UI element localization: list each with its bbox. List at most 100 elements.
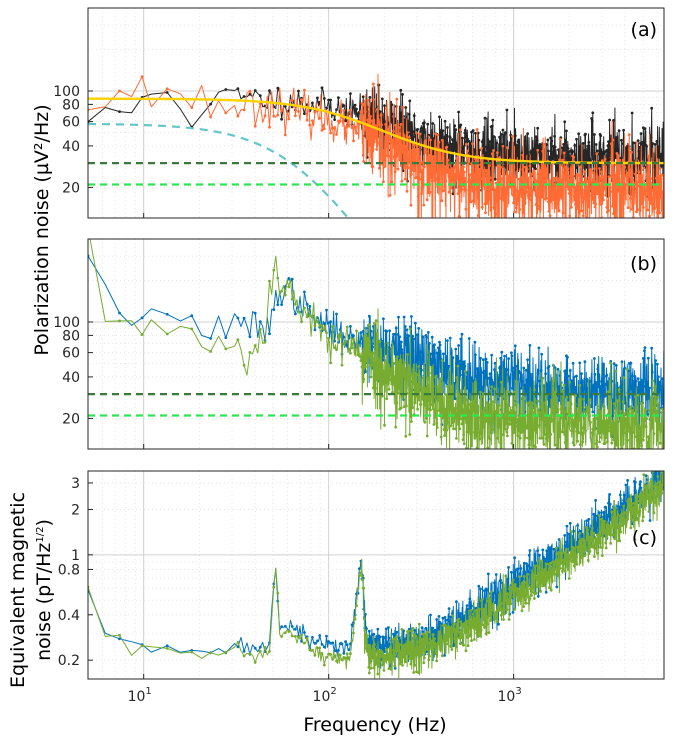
data-point [478,437,482,441]
data-point [549,194,553,198]
data-point [598,167,601,170]
data-point [659,463,662,466]
data-point [551,419,555,423]
data-point [395,401,399,405]
data-point [400,628,404,631]
data-point [365,634,369,637]
data-point [479,587,482,591]
data-point [365,137,369,141]
data-point [367,639,371,643]
data-point [509,418,513,422]
data-point [454,427,458,431]
data-point [375,635,378,638]
data-point [386,655,390,659]
data-point [528,597,532,600]
data-point [472,638,476,641]
data-point [360,337,364,340]
data-point [397,126,401,129]
data-point [556,452,559,455]
data-point [391,370,395,374]
data-point [501,416,505,419]
data-point [611,533,615,537]
data-point [461,409,464,412]
data-point [539,168,542,172]
data-point [404,434,408,438]
data-point [419,161,423,165]
data-point [527,601,531,605]
data-point [646,356,650,360]
data-point [440,199,444,203]
data-point [375,349,378,353]
data-point [329,98,332,102]
data-point [650,346,654,350]
data-point [521,416,524,419]
data-point [636,208,640,212]
data-point [524,165,527,169]
data-point [533,553,537,556]
data-point [358,574,361,577]
data-point [461,360,465,364]
data-point [342,652,346,655]
data-point [308,123,312,127]
data-point [472,185,476,188]
data-point [579,165,582,169]
data-point [448,623,452,626]
data-point [549,142,553,146]
data-point [593,167,596,171]
data-point [449,179,453,183]
data-point [603,187,606,191]
data-point [375,148,378,151]
data-point [308,648,312,652]
data-point [462,383,465,387]
data-point [416,640,419,644]
data-point [335,659,338,663]
data-point [570,530,573,533]
panel-c-axes-box [87,470,665,680]
data-point [595,523,599,527]
data-point [456,192,460,196]
data-point [552,379,555,383]
data-point [629,405,633,409]
data-point [460,618,464,621]
data-point [584,547,588,551]
data-point [653,143,657,146]
data-point [579,554,582,558]
data-point [382,180,385,184]
data-point [443,434,446,437]
data-point [622,170,626,173]
data-point [387,154,390,158]
data-point [637,170,641,174]
data-point [449,142,453,146]
data-point [618,539,622,543]
data-point [604,185,608,189]
data-point [370,357,374,361]
data-point [308,304,312,308]
data-point [383,159,387,163]
data-point [352,106,355,109]
data-point [414,321,417,325]
data-point [380,650,384,654]
data-point [631,178,634,182]
data-point [468,173,472,177]
data-point [584,429,587,433]
data-point [644,425,648,429]
data-point [589,158,592,162]
data-point [433,408,436,412]
data-point [517,598,521,602]
data-point [421,335,425,339]
panel-b-axes-box [87,238,665,450]
data-point [412,633,416,636]
data-point [589,395,592,399]
data-point [378,166,381,170]
data-point [495,193,499,197]
data-point [646,435,650,439]
data-point [276,276,280,280]
data-point [544,372,547,376]
data-point [521,595,525,598]
data-point [439,167,443,171]
data-point [384,635,387,639]
data-point [442,168,445,172]
data-point [410,420,413,423]
data-point [410,657,414,660]
data-point [532,165,536,169]
